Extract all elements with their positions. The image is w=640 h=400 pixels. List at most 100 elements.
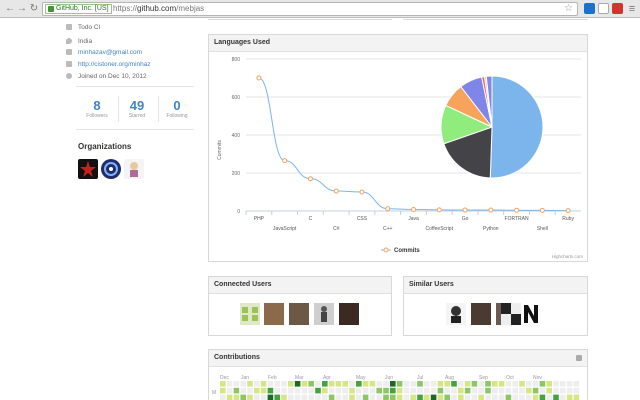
data-point-marker[interactable] <box>539 207 545 213</box>
contribution-day[interactable] <box>335 387 342 394</box>
organization-avatar[interactable] <box>101 159 121 179</box>
contribution-day[interactable] <box>566 387 573 394</box>
contribution-day[interactable] <box>424 387 430 394</box>
contribution-day[interactable] <box>464 387 471 394</box>
contribution-day[interactable] <box>519 381 525 387</box>
contribution-day[interactable] <box>226 381 233 387</box>
contribution-day[interactable] <box>267 381 274 387</box>
contribution-day[interactable] <box>322 394 328 400</box>
contribution-day[interactable] <box>349 381 355 387</box>
contribution-day[interactable] <box>573 381 580 387</box>
contribution-day[interactable] <box>464 394 471 400</box>
contribution-day[interactable] <box>328 394 335 400</box>
contribution-day[interactable] <box>403 381 410 387</box>
contribution-day[interactable] <box>505 387 512 394</box>
contribution-day[interactable] <box>512 387 518 394</box>
contribution-day[interactable] <box>240 394 246 400</box>
contribution-day[interactable] <box>233 387 240 394</box>
contribution-day[interactable] <box>444 394 450 400</box>
contribution-day[interactable] <box>390 381 396 387</box>
contribution-day[interactable] <box>532 381 539 387</box>
contribution-day[interactable] <box>356 394 362 400</box>
contribution-day[interactable] <box>356 381 362 387</box>
contribution-day[interactable] <box>410 394 416 400</box>
contribution-day[interactable] <box>322 387 328 394</box>
followers-stat[interactable]: 8 Followers <box>86 98 108 120</box>
contribution-day[interactable] <box>383 381 389 387</box>
pie-slice[interactable] <box>489 75 544 179</box>
user-avatar[interactable] <box>471 303 491 325</box>
email-link[interactable]: minhazav@gmail.com <box>78 48 143 56</box>
contribution-day[interactable] <box>430 381 437 387</box>
contribution-day[interactable] <box>451 394 457 400</box>
contribution-day[interactable] <box>532 387 539 394</box>
contribution-day[interactable] <box>240 381 246 387</box>
contribution-day[interactable] <box>566 394 573 400</box>
contribution-day[interactable] <box>532 394 539 400</box>
contribution-day[interactable] <box>560 394 566 400</box>
contribution-day[interactable] <box>546 387 552 394</box>
contribution-day[interactable] <box>383 394 389 400</box>
contribution-day[interactable] <box>376 381 382 387</box>
contribution-day[interactable] <box>328 387 335 394</box>
contribution-day[interactable] <box>512 394 518 400</box>
contribution-day[interactable] <box>553 394 559 400</box>
data-point-marker[interactable] <box>282 158 288 164</box>
extension-blue-icon[interactable] <box>584 3 595 14</box>
data-point-marker[interactable] <box>411 206 416 212</box>
contribution-day[interactable] <box>308 381 314 387</box>
contribution-day[interactable] <box>485 381 491 387</box>
contribution-day[interactable] <box>403 394 410 400</box>
contribution-day[interactable] <box>396 387 403 394</box>
contribution-day[interactable] <box>233 394 240 400</box>
contribution-day[interactable] <box>498 387 505 394</box>
contribution-day[interactable] <box>281 381 287 387</box>
contribution-day[interactable] <box>220 387 226 394</box>
contribution-day[interactable] <box>417 394 423 400</box>
contribution-day[interactable] <box>376 387 382 394</box>
contribution-day[interactable] <box>444 381 450 387</box>
data-point-marker[interactable] <box>514 207 520 213</box>
contribution-day[interactable] <box>369 381 376 387</box>
contribution-day[interactable] <box>539 381 546 387</box>
contribution-day[interactable] <box>308 387 314 394</box>
pie-slice[interactable] <box>485 75 493 128</box>
contribution-day[interactable] <box>288 394 294 400</box>
contribution-day[interactable] <box>573 387 580 394</box>
user-avatar[interactable] <box>446 303 466 325</box>
contribution-day[interactable] <box>328 381 335 387</box>
contribution-day[interactable] <box>417 387 423 394</box>
contribution-day[interactable] <box>492 381 498 387</box>
contribution-day[interactable] <box>220 381 226 387</box>
contribution-day[interactable] <box>260 387 267 394</box>
contribution-day[interactable] <box>471 387 478 394</box>
contribution-day[interactable] <box>294 381 301 387</box>
data-point-marker[interactable] <box>462 207 468 213</box>
contribution-day[interactable] <box>254 394 260 400</box>
data-point-marker[interactable] <box>359 189 365 195</box>
contribution-day[interactable] <box>498 394 505 400</box>
contribution-day[interactable] <box>376 394 382 400</box>
contribution-day[interactable] <box>281 394 287 400</box>
contribution-day[interactable] <box>444 387 450 394</box>
contribution-day[interactable] <box>274 394 280 400</box>
contribution-day[interactable] <box>458 394 464 400</box>
contribution-day[interactable] <box>362 381 369 387</box>
contribution-day[interactable] <box>451 387 457 394</box>
user-avatar[interactable] <box>264 303 284 325</box>
contribution-day[interactable] <box>260 381 267 387</box>
contribution-day[interactable] <box>247 381 253 387</box>
contribution-day[interactable] <box>342 387 348 394</box>
contribution-day[interactable] <box>390 394 396 400</box>
contribution-day[interactable] <box>526 394 532 400</box>
contribution-day[interactable] <box>437 394 444 400</box>
user-avatar[interactable] <box>240 303 260 325</box>
contribution-day[interactable] <box>288 387 294 394</box>
contribution-day[interactable] <box>260 394 267 400</box>
contribution-day[interactable] <box>335 394 342 400</box>
contribution-day[interactable] <box>294 387 301 394</box>
data-point-marker[interactable] <box>256 75 262 81</box>
back-icon[interactable]: ← <box>5 3 15 14</box>
contribution-day[interactable] <box>267 387 274 394</box>
contribution-day[interactable] <box>301 387 308 394</box>
